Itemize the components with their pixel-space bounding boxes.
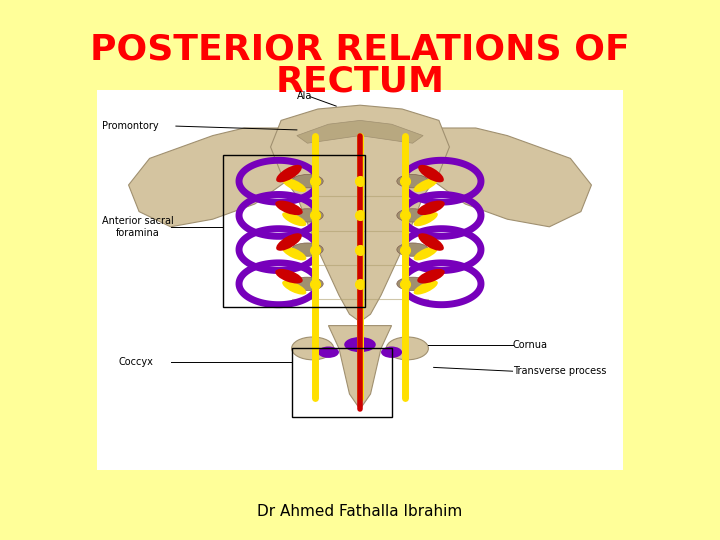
Bar bbox=[223, 154, 365, 307]
Ellipse shape bbox=[397, 277, 428, 291]
Ellipse shape bbox=[276, 233, 302, 251]
Ellipse shape bbox=[397, 209, 428, 222]
Polygon shape bbox=[297, 120, 423, 143]
Text: Transverse process: Transverse process bbox=[513, 366, 606, 376]
Text: POSTERIOR RELATIONS OF: POSTERIOR RELATIONS OF bbox=[90, 33, 630, 67]
Text: RECTUM: RECTUM bbox=[276, 65, 444, 99]
Polygon shape bbox=[328, 326, 392, 409]
Text: Promontory: Promontory bbox=[102, 121, 159, 131]
Bar bbox=[97, 90, 623, 470]
Text: Ala: Ala bbox=[297, 91, 312, 100]
Ellipse shape bbox=[387, 337, 428, 360]
Ellipse shape bbox=[292, 209, 323, 222]
Ellipse shape bbox=[418, 233, 444, 251]
Ellipse shape bbox=[418, 200, 445, 215]
Ellipse shape bbox=[344, 337, 376, 352]
Ellipse shape bbox=[275, 200, 302, 215]
Ellipse shape bbox=[292, 174, 323, 188]
Text: Coccyx: Coccyx bbox=[118, 357, 153, 367]
Ellipse shape bbox=[282, 281, 306, 295]
Ellipse shape bbox=[397, 174, 428, 188]
Bar bbox=[292, 348, 392, 417]
Ellipse shape bbox=[414, 212, 438, 226]
Polygon shape bbox=[423, 128, 591, 227]
Ellipse shape bbox=[292, 337, 333, 360]
Ellipse shape bbox=[282, 246, 306, 260]
Polygon shape bbox=[129, 128, 297, 227]
Ellipse shape bbox=[381, 347, 402, 358]
Polygon shape bbox=[271, 105, 449, 322]
Ellipse shape bbox=[292, 277, 323, 291]
Ellipse shape bbox=[414, 246, 438, 260]
Ellipse shape bbox=[282, 178, 306, 192]
Ellipse shape bbox=[276, 165, 302, 183]
Ellipse shape bbox=[397, 243, 428, 256]
Ellipse shape bbox=[292, 243, 323, 256]
Ellipse shape bbox=[414, 281, 438, 295]
Ellipse shape bbox=[418, 165, 444, 183]
Ellipse shape bbox=[282, 212, 306, 226]
Ellipse shape bbox=[418, 269, 445, 284]
Text: Anterior sacral
foramina: Anterior sacral foramina bbox=[102, 216, 174, 238]
Ellipse shape bbox=[414, 178, 438, 192]
Text: Cornua: Cornua bbox=[513, 340, 547, 349]
Ellipse shape bbox=[318, 347, 339, 358]
Text: Dr Ahmed Fathalla Ibrahim: Dr Ahmed Fathalla Ibrahim bbox=[257, 504, 463, 519]
Ellipse shape bbox=[275, 269, 302, 284]
